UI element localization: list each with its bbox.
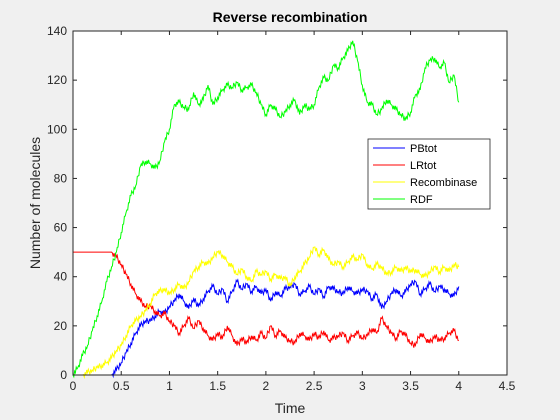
legend-label: LRtot [410, 160, 436, 172]
y-ticks: 0 20 40 60 80 100 120 140 [47, 24, 507, 382]
y-tick-label: 80 [54, 171, 68, 185]
legend-label: Recombinase [410, 177, 477, 189]
series-line-recombinase [73, 246, 460, 380]
series-line-rdf [72, 40, 460, 379]
series-layer [72, 40, 460, 380]
y-tick-label: 120 [47, 73, 67, 87]
x-tick-label: 4.5 [499, 379, 516, 393]
axes-layer [72, 30, 508, 376]
legend-box [367, 138, 491, 210]
x-tick-label: 2.5 [306, 379, 323, 393]
legend: PBtot LRtot Recombinase RDF [367, 138, 491, 210]
y-axis-label: Number of molecules [27, 137, 43, 269]
x-axis-label: Time [275, 400, 306, 416]
x-tick-label: 2 [263, 379, 270, 393]
x-tick-label: 1.5 [209, 379, 226, 393]
x-tick-label: 0 [70, 379, 77, 393]
series-line-pbtot [73, 278, 460, 379]
x-tick-label: 0.5 [113, 379, 130, 393]
x-tick-label: 4 [455, 379, 462, 393]
series-line-lrtot [73, 251, 459, 348]
y-tick-label: 60 [54, 221, 68, 235]
y-tick-label: 20 [54, 319, 68, 333]
y-tick-label: 140 [47, 24, 67, 38]
legend-label: RDF [410, 194, 433, 206]
x-ticks: 0 0.5 1 1.5 2 2.5 3 3.5 4 4.5 [70, 31, 516, 393]
x-tick-label: 3 [359, 379, 366, 393]
y-tick-label: 40 [54, 270, 68, 284]
x-tick-label: 1 [166, 379, 173, 393]
y-tick-label: 100 [47, 122, 67, 136]
legend-label: PBtot [410, 143, 437, 155]
chart-title: Reverse recombination [213, 9, 368, 25]
y-tick-label: 0 [60, 368, 67, 382]
x-tick-label: 3.5 [402, 379, 419, 393]
axes-box [72, 30, 508, 376]
